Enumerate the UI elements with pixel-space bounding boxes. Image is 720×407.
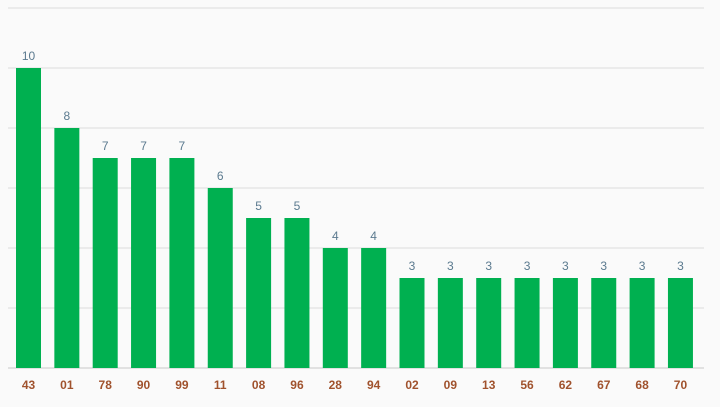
bar <box>629 278 655 368</box>
bar-value-label: 3 <box>409 259 416 273</box>
x-tick-label: 67 <box>597 378 611 392</box>
bar-value-label: 3 <box>447 259 454 273</box>
bar-value-label: 7 <box>102 139 109 153</box>
bar-value-label: 7 <box>179 139 186 153</box>
x-tick-label: 90 <box>137 378 151 392</box>
bar <box>437 278 463 368</box>
bar-value-label: 3 <box>562 259 569 273</box>
bar-value-label: 5 <box>255 199 262 213</box>
x-tick-labels: 43 01 78 90 99 11 08 96 28 94 02 09 13 56 62 67 68 70 <box>22 378 688 392</box>
bar <box>361 248 387 368</box>
bar <box>399 278 425 368</box>
x-tick-label: 02 <box>405 378 419 392</box>
bar-value-label: 7 <box>140 139 147 153</box>
bar <box>54 128 80 368</box>
bar <box>667 278 693 368</box>
bar <box>476 278 502 368</box>
gridlines <box>8 7 704 369</box>
bar <box>284 218 310 368</box>
bar <box>131 158 157 368</box>
x-tick-label: 28 <box>329 378 343 392</box>
x-tick-label: 09 <box>444 378 458 392</box>
x-tick-label: 94 <box>367 378 381 392</box>
bar <box>16 68 41 368</box>
bar-value-label: 6 <box>217 169 224 183</box>
x-tick-label: 08 <box>252 378 266 392</box>
x-tick-label: 43 <box>22 378 36 392</box>
bar-value-label: 5 <box>294 199 301 213</box>
x-tick-label: 62 <box>559 378 573 392</box>
bar-value-label: 3 <box>677 259 684 273</box>
bar <box>92 158 118 368</box>
bar-value-label: 3 <box>600 259 607 273</box>
bars <box>16 68 693 368</box>
bar-value-label: 10 <box>22 49 36 63</box>
bar <box>169 158 195 368</box>
x-tick-label: 56 <box>520 378 534 392</box>
bar <box>322 248 348 368</box>
bar-value-label: 8 <box>64 109 71 123</box>
x-tick-label: 99 <box>175 378 189 392</box>
bar <box>591 278 617 368</box>
bar <box>207 188 233 368</box>
x-tick-label: 68 <box>635 378 649 392</box>
x-tick-label: 70 <box>674 378 688 392</box>
x-tick-label: 78 <box>99 378 113 392</box>
bar <box>514 278 540 368</box>
x-tick-label: 11 <box>214 378 227 392</box>
bar-value-label: 3 <box>639 259 646 273</box>
bar-value-label: 4 <box>370 229 377 243</box>
x-tick-label: 01 <box>60 378 74 392</box>
bar-value-label: 3 <box>524 259 531 273</box>
value-labels: 10 8 7 7 7 6 5 5 4 4 3 3 3 3 3 3 3 3 <box>22 49 684 273</box>
x-tick-label: 96 <box>290 378 304 392</box>
bar-value-label: 4 <box>332 229 339 243</box>
x-tick-label: 13 <box>482 378 496 392</box>
bar <box>246 218 272 368</box>
bar <box>552 278 578 368</box>
bar-value-label: 3 <box>485 259 492 273</box>
